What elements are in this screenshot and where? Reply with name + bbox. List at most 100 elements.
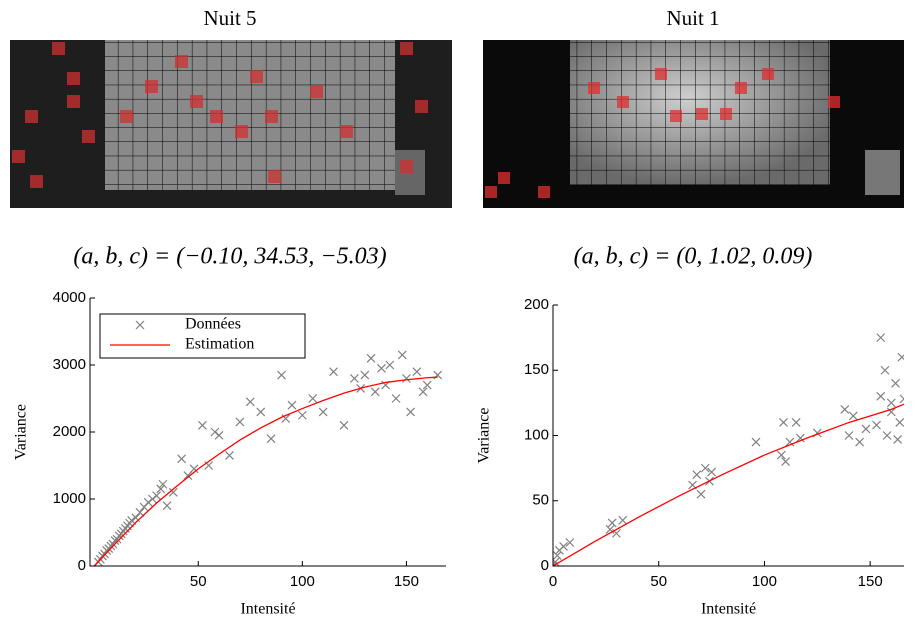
y-tick-label: 1000	[53, 490, 86, 507]
image-title: Nuit 5	[203, 6, 256, 30]
data-point	[895, 418, 904, 427]
data-point	[886, 407, 896, 417]
chart-title: (a, b, c) = (−0.10, 34.53, −5.03)	[73, 244, 386, 270]
x-tick-label: 50	[190, 573, 207, 590]
data-point	[339, 420, 349, 430]
data-point	[876, 333, 886, 343]
plot-area	[553, 333, 904, 566]
data-point	[618, 515, 628, 525]
data-point	[245, 397, 255, 407]
data-point	[422, 380, 432, 390]
data-point	[607, 518, 617, 528]
data-point	[861, 424, 871, 434]
y-tick-label: 3000	[53, 356, 86, 373]
data-point	[266, 434, 276, 444]
data-point	[553, 551, 562, 560]
data-point	[880, 365, 890, 375]
data-point	[135, 507, 145, 517]
plot-area	[93, 350, 443, 566]
data-point	[876, 391, 886, 401]
y-tick-label: 50	[532, 492, 549, 509]
data-point	[696, 489, 706, 499]
image-right	[483, 40, 904, 208]
y-tick-label: 200	[524, 296, 549, 313]
data-point	[406, 407, 416, 417]
data-point	[308, 394, 318, 403]
x-axis-label: Intensité	[240, 601, 295, 618]
y-tick-label: 2000	[53, 423, 86, 440]
data-point	[795, 433, 805, 443]
data-point	[385, 360, 395, 370]
data-point	[855, 437, 865, 447]
y-axis-label: Variance	[13, 404, 30, 460]
data-point	[781, 457, 791, 467]
legend-label: Estimation	[185, 336, 254, 353]
data-point	[158, 479, 168, 489]
data-point	[897, 352, 904, 362]
data-point	[692, 470, 702, 480]
y-tick-label: 0	[78, 557, 86, 574]
data-point	[370, 387, 380, 397]
x-tick-label: 100	[752, 573, 777, 590]
data-point	[349, 373, 359, 383]
data-point	[886, 398, 896, 408]
legend-label: Données	[185, 316, 241, 333]
data-point	[391, 394, 401, 403]
data-point	[700, 463, 710, 473]
fit-line	[93, 376, 438, 566]
data-point	[791, 418, 801, 427]
legend-box	[99, 313, 306, 359]
data-point	[177, 454, 187, 464]
chart-title: (a, b, c) = (0, 1.02, 0.09)	[574, 244, 813, 270]
data-point	[287, 400, 297, 410]
data-point	[397, 350, 407, 360]
data-point	[329, 367, 339, 377]
data-point	[152, 491, 162, 501]
data-point	[402, 373, 411, 383]
y-tick-label: 150	[524, 361, 549, 378]
legend-marker	[135, 320, 145, 330]
data-point	[779, 418, 788, 427]
data-point	[872, 420, 881, 430]
x-tick-label: 150	[858, 573, 883, 590]
data-point	[412, 367, 422, 377]
data-point	[168, 487, 178, 497]
data-point	[235, 417, 245, 427]
data-point	[360, 370, 370, 380]
data-point	[277, 370, 286, 380]
data-point	[297, 410, 307, 420]
data-point	[848, 411, 858, 421]
data-point	[418, 387, 428, 397]
data-point	[553, 557, 560, 566]
data-point	[189, 464, 199, 474]
data-point	[899, 394, 904, 404]
data-point	[707, 467, 717, 477]
x-tick-label: 0	[549, 573, 557, 590]
y-tick-label: 100	[524, 426, 549, 443]
data-point	[882, 431, 892, 440]
data-point	[840, 404, 850, 414]
fit-line	[553, 403, 904, 566]
data-point	[256, 407, 266, 417]
data-point	[377, 363, 386, 373]
data-point	[559, 542, 568, 551]
data-point	[785, 437, 795, 447]
data-point	[156, 484, 166, 494]
axes	[552, 305, 904, 567]
data-point	[844, 431, 854, 440]
data-point	[366, 353, 376, 363]
data-point	[565, 538, 575, 547]
y-tick-label: 4000	[53, 289, 86, 306]
y-axis-label: Variance	[476, 408, 493, 464]
data-point	[891, 378, 900, 388]
data-point	[225, 451, 234, 460]
x-tick-label: 150	[394, 573, 419, 590]
data-point	[318, 407, 328, 417]
x-axis-label: Intensité	[701, 601, 756, 618]
x-tick-label: 50	[650, 573, 667, 590]
y-tick-label: 0	[541, 557, 549, 574]
x-tick-label: 100	[290, 573, 315, 590]
image-left	[10, 40, 452, 208]
data-point	[893, 434, 903, 444]
